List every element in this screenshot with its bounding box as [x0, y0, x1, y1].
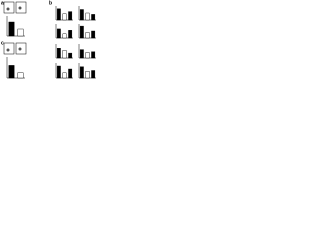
bar: [91, 51, 96, 59]
dot-cloud: [18, 47, 22, 51]
panel-label: c: [1, 40, 4, 46]
flow-plot: [15, 42, 27, 55]
bar: [85, 71, 90, 79]
bar: [68, 30, 73, 39]
bar: [68, 11, 73, 21]
bar: [62, 72, 67, 79]
bar: [68, 68, 73, 79]
bar: [62, 13, 67, 21]
bar: [62, 33, 67, 39]
panel-label: b: [49, 0, 52, 6]
bar: [79, 66, 84, 79]
flow-plot: [3, 1, 15, 14]
bar: [91, 14, 96, 21]
bar: [62, 50, 67, 59]
bar: [8, 65, 15, 79]
bar: [91, 70, 96, 79]
panel-label: a: [1, 0, 4, 6]
dot-cloud: [18, 6, 22, 10]
bar: [79, 25, 84, 39]
figure: a b c: [1, 0, 96, 79]
dot-cloud: [6, 48, 10, 52]
bar: [85, 12, 90, 21]
bar: [17, 72, 24, 79]
bar: [56, 48, 61, 59]
bar: [79, 49, 84, 59]
flow-plot: [3, 42, 15, 55]
bar: [68, 52, 73, 59]
bar: [56, 65, 61, 79]
bar: [85, 52, 90, 59]
flow-dots: [6, 6, 22, 52]
bar: [17, 28, 24, 37]
dot-cloud: [6, 7, 10, 11]
bar: [85, 32, 90, 39]
flow-plots: [3, 1, 27, 55]
bar: [56, 28, 61, 39]
bar: [8, 21, 15, 37]
flow-plot: [15, 1, 27, 14]
bar: [79, 9, 84, 21]
bar: [91, 30, 96, 39]
bar: [56, 8, 61, 21]
